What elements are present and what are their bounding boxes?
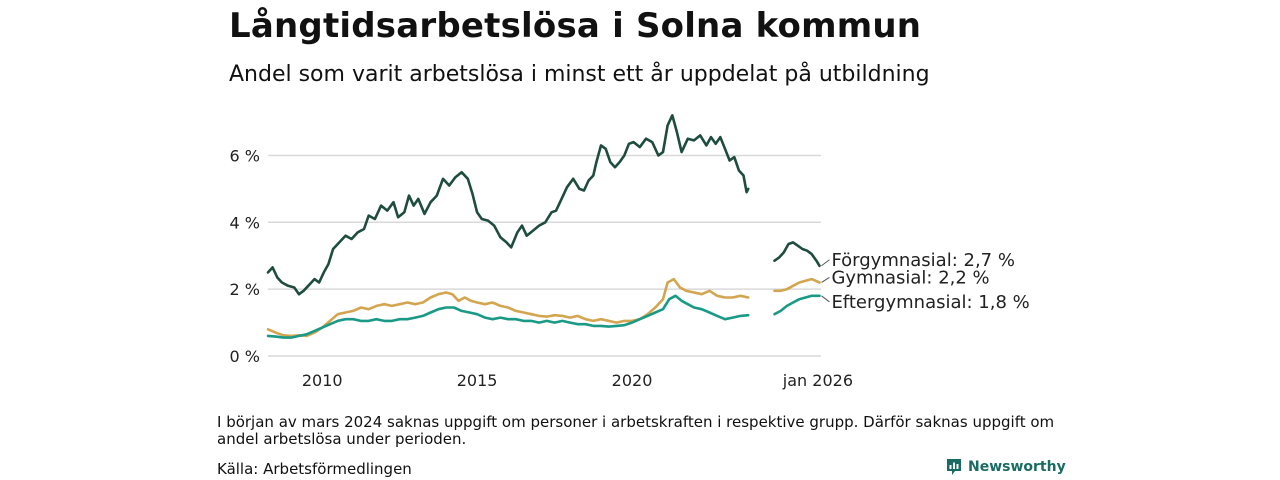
chart-subtitle: Andel som varit arbetslösa i minst ett å… (229, 62, 930, 87)
leader-line (821, 259, 830, 267)
end-labels: Förgymnasial: 2,7 %Gymnasial: 2,2 % Efter… (821, 250, 1030, 313)
series-line-förgymnasial-0 (266, 114, 750, 296)
series-lines (266, 114, 821, 339)
y-tick-label: 2 % (230, 280, 260, 299)
brand-name: Newsworthy (968, 459, 1066, 475)
x-tick-label: jan 2026 (782, 371, 853, 390)
source-text: Källa: Arbetsförmedlingen (217, 460, 412, 478)
bar-chart-icon (947, 459, 961, 475)
y-tick-label: 0 % (230, 347, 260, 366)
leader-line (821, 295, 830, 303)
leader-line (821, 277, 830, 283)
series-end-label: Förgymnasial: 2,7 % (831, 250, 1015, 271)
series-end-label: Gymnasial: 2,2 % (831, 267, 989, 288)
line-chart: 0 % 2 % 4 % 6 % 2010 2015 2020 jan 2026 Förgym… (230, 114, 1030, 390)
newsworthy-logo[interactable]: Newsworthy (946, 458, 1066, 476)
series-line-förgymnasial-1 (773, 241, 821, 268)
series-line-gymnasial-0 (266, 277, 750, 338)
series-line-eftergymnasial-1 (773, 294, 821, 316)
x-axis-ticks: 2010 2015 2020 jan 2026 (302, 371, 853, 390)
x-tick-label: 2020 (612, 371, 653, 390)
series-end-label: Eftergymnasial: 1,8 % (831, 292, 1029, 313)
y-tick-label: 4 % (230, 213, 260, 232)
x-tick-label: 2010 (302, 371, 343, 390)
chart-title: Långtidsarbetslösa i Solna kommun (229, 6, 922, 46)
x-tick-label: 2015 (457, 371, 498, 390)
y-tick-label: 6 % (230, 146, 260, 165)
grid-lines (268, 154, 821, 357)
footnote: I början av mars 2024 saknas uppgift om … (217, 413, 1055, 448)
y-axis-ticks: 0 % 2 % 4 % 6 % (230, 146, 260, 366)
series-line-eftergymnasial-0 (266, 294, 750, 339)
series-line-gymnasial-1 (773, 277, 821, 293)
